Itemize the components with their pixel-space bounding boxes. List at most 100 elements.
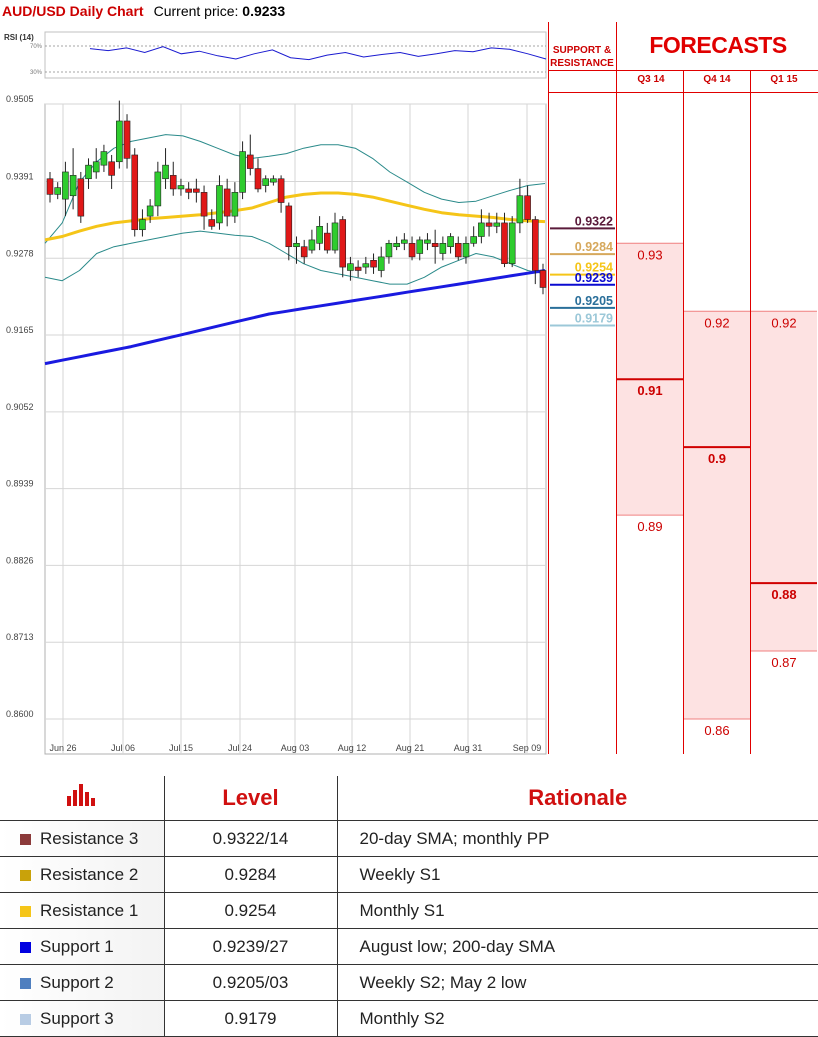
candle-up xyxy=(508,222,516,264)
candle-up xyxy=(293,243,300,248)
sr-level-value: 0.9205 xyxy=(575,294,613,308)
level-name: Resistance 2 xyxy=(40,864,139,884)
level-rationale: August low; 200-day SMA xyxy=(337,928,818,965)
candle-down xyxy=(339,219,347,268)
candle-down xyxy=(531,219,539,271)
candle-down xyxy=(246,154,254,169)
level-name-cell: Support 1 xyxy=(0,928,165,965)
level-name-cell: Resistance 3 xyxy=(0,820,165,857)
support-resistance-title: SUPPORT & RESISTANCE xyxy=(549,44,615,70)
level-column-header: Level xyxy=(164,776,338,821)
candle-up xyxy=(516,195,524,224)
candle-down xyxy=(123,120,131,159)
table-row: Resistance 2 0.9284 Weekly S1 xyxy=(0,856,818,893)
level-rationale: 20-day SMA; monthly PP xyxy=(337,820,818,857)
level-name: Resistance 1 xyxy=(40,900,139,920)
candle-down xyxy=(131,154,139,231)
candle-down xyxy=(431,243,439,248)
candle-up xyxy=(439,243,447,254)
y-tick-label: 0.9165 xyxy=(6,325,34,335)
level-color-swatch xyxy=(20,869,31,881)
candle-down xyxy=(485,222,493,227)
forecast-value: 0.89 xyxy=(637,519,662,534)
y-tick-label: 0.8600 xyxy=(6,709,34,719)
candle-up xyxy=(154,171,162,207)
x-tick-label: Jul 24 xyxy=(228,743,252,753)
level-rationale: Monthly S1 xyxy=(337,892,818,929)
sr-level-value: 0.9322 xyxy=(575,214,613,228)
x-tick-label: Jun 26 xyxy=(49,743,76,753)
level-color-swatch xyxy=(20,833,31,845)
candle-up xyxy=(116,120,123,163)
candle-up xyxy=(401,239,408,244)
candle-up xyxy=(146,205,154,217)
sr-level-value: 0.9179 xyxy=(575,312,613,326)
candle-up xyxy=(262,178,269,186)
rsi-level-label: 30% xyxy=(30,70,43,76)
candle-down xyxy=(208,219,216,227)
candle-down xyxy=(285,205,293,248)
rsi-label: RSI (14) xyxy=(4,33,34,42)
level-name-cell: Support 2 xyxy=(0,964,165,1001)
candle-up xyxy=(92,161,100,173)
forecast-value: 0.92 xyxy=(771,315,796,330)
sr-title-line1: SUPPORT & xyxy=(552,45,612,56)
rsi-line xyxy=(89,46,547,61)
level-rationale: Weekly S1 xyxy=(337,856,818,893)
candle-up xyxy=(393,243,400,248)
table-header-row: Level Rationale xyxy=(0,776,818,821)
y-tick-label: 0.8939 xyxy=(6,479,34,489)
candle-up xyxy=(447,236,454,248)
level-name-cell: Resistance 1 xyxy=(0,892,165,929)
candle-up xyxy=(362,263,370,268)
candle-up xyxy=(316,226,323,244)
candle-up xyxy=(347,263,354,271)
candle-down xyxy=(46,178,54,195)
y-tick-label: 0.8713 xyxy=(6,632,34,642)
level-name-cell: Resistance 2 xyxy=(0,856,165,893)
x-tick-label: Aug 03 xyxy=(281,743,310,753)
sr-title-line2: RESISTANCE xyxy=(550,58,614,69)
candle-down xyxy=(185,188,192,193)
y-tick-label: 0.9278 xyxy=(6,248,34,258)
candle-up xyxy=(100,151,108,166)
y-tick-label: 0.9391 xyxy=(6,171,34,181)
candle-down xyxy=(200,192,208,217)
forecast-range-band xyxy=(751,311,817,652)
candle-up xyxy=(416,239,424,254)
forecast-value: 0.92 xyxy=(704,315,729,330)
y-tick-label: 0.9505 xyxy=(6,94,34,104)
price-label: Current price: xyxy=(153,3,239,19)
forecasts-title: FORECASTS xyxy=(649,32,787,58)
rationale-column-header: Rationale xyxy=(337,776,818,821)
candle-down xyxy=(370,259,377,268)
x-tick-label: Jul 15 xyxy=(169,743,193,753)
candle-down xyxy=(277,178,285,203)
sma-200-line xyxy=(44,269,546,366)
level-name: Support 1 xyxy=(40,936,114,956)
candle-down xyxy=(501,222,508,264)
level-color-swatch xyxy=(20,941,31,953)
price-chart: 0.9505 0.9391 0.9278 0.9165 0.9052 0.8939 0.88… xyxy=(4,31,547,755)
forecast-value: 0.91 xyxy=(637,383,662,398)
sr-level-value: 0.9239 xyxy=(575,271,613,285)
sr-level-value: 0.9284 xyxy=(575,240,613,254)
levels-table: Level Rationale Resistance 3 0.9322/14 20-… xyxy=(0,776,818,1037)
level-color-swatch xyxy=(20,905,31,917)
price-value: 0.9233 xyxy=(242,3,286,19)
level-value: 0.9205/03 xyxy=(164,964,338,1001)
candle-up xyxy=(139,219,146,231)
candle-down xyxy=(169,175,177,190)
x-tick-label: Sep 09 xyxy=(513,743,542,753)
candle-up xyxy=(493,222,501,227)
candle-up xyxy=(385,243,393,258)
table-row: Resistance 1 0.9254 Monthly S1 xyxy=(0,892,818,929)
bar-chart-icon xyxy=(66,784,95,806)
candle-up xyxy=(462,243,470,258)
candle-up xyxy=(331,222,339,251)
candle-down xyxy=(108,161,115,176)
candle-down xyxy=(193,188,200,193)
candle-up xyxy=(62,171,69,200)
bar-chart-icon-cell xyxy=(0,776,165,821)
candle-up xyxy=(69,175,77,197)
